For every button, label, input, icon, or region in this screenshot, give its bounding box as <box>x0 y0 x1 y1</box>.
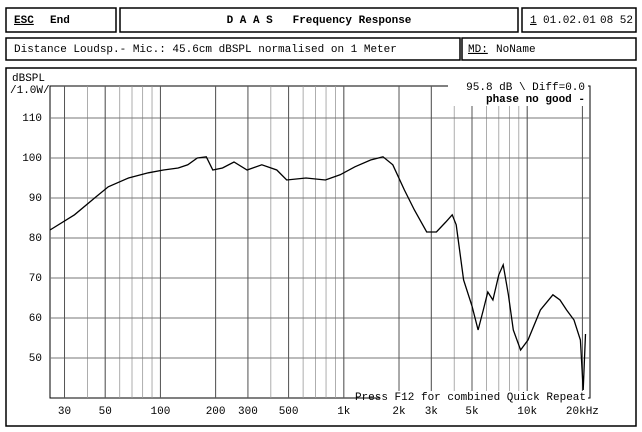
plot-area <box>49 85 591 399</box>
annotation-bg <box>448 80 588 106</box>
x-tick-label: 2k <box>392 406 406 418</box>
y-tick-label: 90 <box>29 193 42 205</box>
y-tick-label: 100 <box>22 153 42 165</box>
date-box <box>521 7 637 33</box>
x-tick-label: 3k <box>425 406 439 418</box>
x-tick-label: 30 <box>58 406 71 418</box>
x-tick-label: 500 <box>279 406 299 418</box>
y-axis-unit: /1.0W/m <box>10 85 57 97</box>
annotation: 95.8 dB \ Diff=0.0 <box>466 82 585 94</box>
title-box <box>119 7 519 33</box>
annotation: phase no good - <box>486 94 585 106</box>
annotation: Press F12 for combined Quick Repeat <box>355 392 586 404</box>
md-box <box>461 37 637 61</box>
esc-box[interactable] <box>5 7 117 33</box>
md-label: MD: <box>468 44 488 56</box>
x-tick-label: 10k <box>517 406 537 418</box>
x-tick-label: 50 <box>99 406 112 418</box>
y-tick-label: 110 <box>22 113 42 125</box>
x-tick-label: 1k <box>337 406 351 418</box>
title: D A A S Frequency Response <box>227 15 412 27</box>
x-tick-label: 100 <box>151 406 171 418</box>
x-tick-label: 200 <box>206 406 226 418</box>
md-value: NoName <box>496 44 536 56</box>
date-index: 1 <box>530 15 537 27</box>
info: Distance Loudsp.- Mic.: 45.6cm dBSPL nor… <box>14 44 397 56</box>
x-tick-label: 20kHz <box>566 406 599 418</box>
y-tick-label: 60 <box>29 313 42 325</box>
info-box <box>5 37 461 61</box>
date: 01.02.01 <box>543 15 596 27</box>
x-tick-label: 5k <box>465 406 479 418</box>
y-axis-label: dBSPL <box>12 73 45 85</box>
y-tick-label: 50 <box>29 353 42 365</box>
time: 08 52 <box>600 15 633 27</box>
x-tick-label: 300 <box>238 406 258 418</box>
y-tick-label: 80 <box>29 233 42 245</box>
esc-label[interactable]: End <box>50 15 70 27</box>
annotation-bg <box>380 391 588 403</box>
y-tick-label: 70 <box>29 273 42 285</box>
response-curve <box>49 156 587 391</box>
esc-key[interactable]: ESC <box>14 15 34 27</box>
